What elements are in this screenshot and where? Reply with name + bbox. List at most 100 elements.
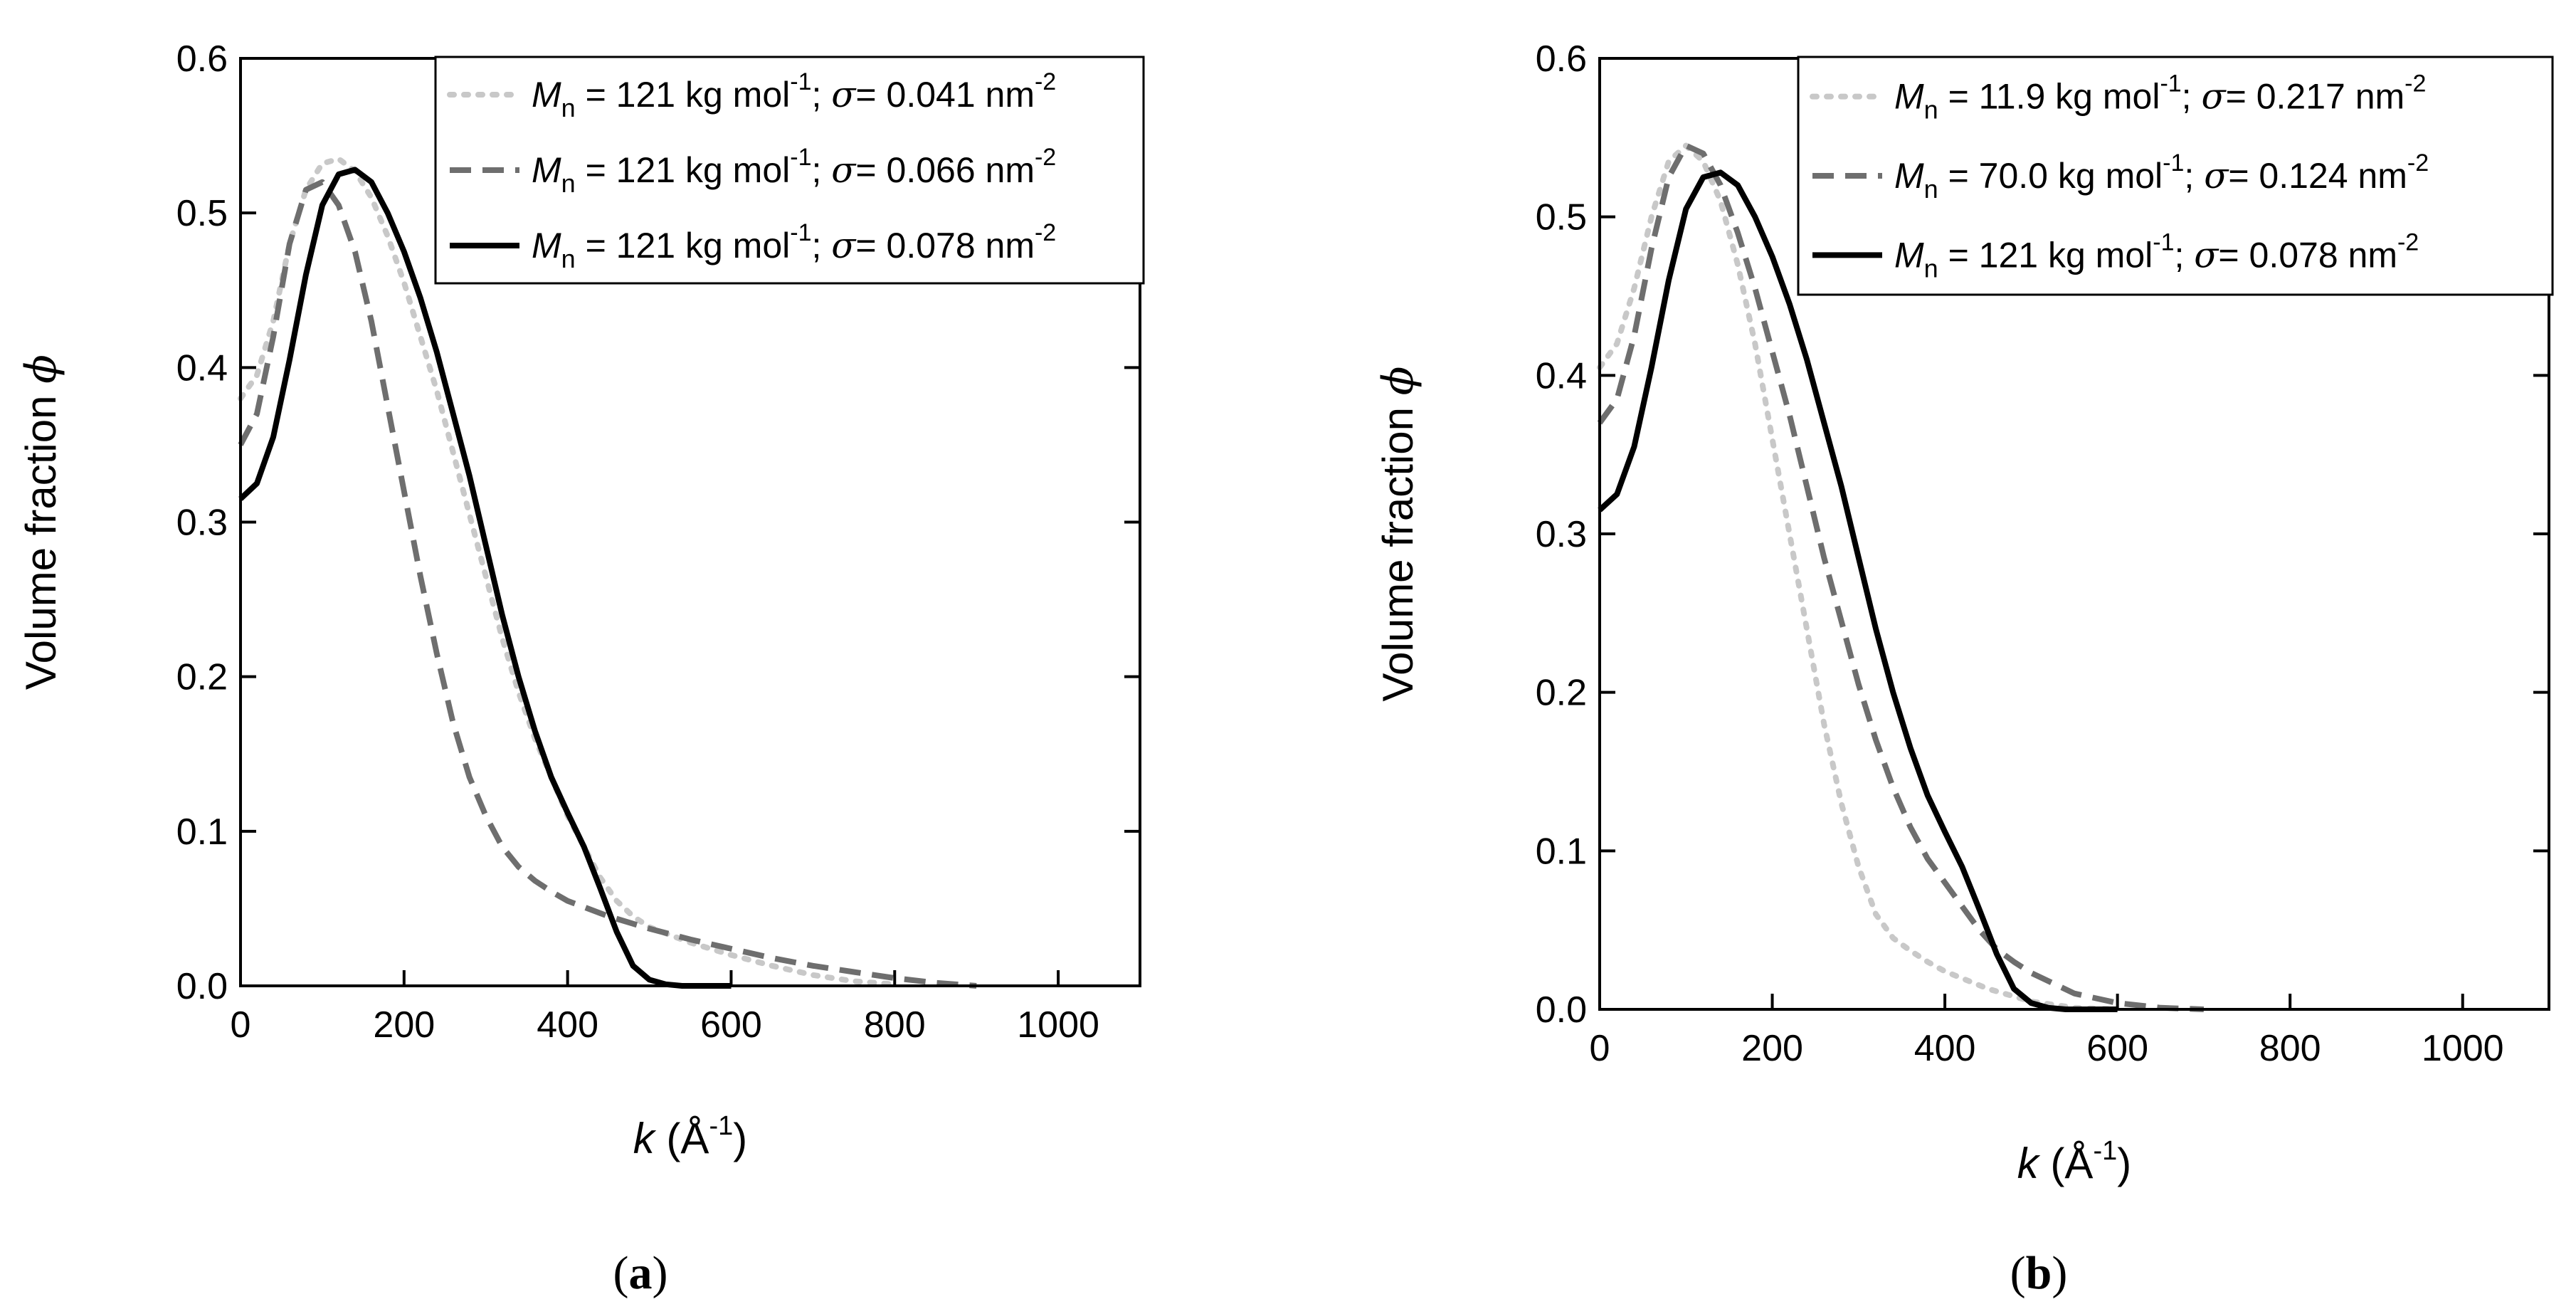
- x-tick-label-a: 200: [373, 1004, 435, 1046]
- y-tick-label-b: 0.0: [1536, 989, 1587, 1031]
- series-line-b-s3: [1598, 169, 2118, 1012]
- legend-sigma: σ: [831, 74, 857, 115]
- legend-exponent: -1: [2153, 228, 2174, 256]
- y-axis-var: ϕ: [16, 354, 66, 384]
- series-line-b-s2: [1597, 142, 2205, 1012]
- legend-exponent: -1: [790, 68, 811, 95]
- caption-close: ): [653, 1247, 668, 1299]
- legend-density: = 0.217 nm: [2226, 77, 2405, 117]
- x-axis-label-a: k (Å-1): [633, 1111, 747, 1162]
- curves-a: [238, 156, 977, 989]
- legend-exponent: -2: [2405, 70, 2426, 98]
- panel-caption-a: (a): [613, 1247, 668, 1299]
- y-axis-label-b: Volume fraction ϕ: [1373, 366, 1423, 701]
- y-tick-label-b: 0.5: [1536, 197, 1587, 238]
- legend-mass: = 70.0 kg mol: [1938, 156, 2163, 196]
- legend-var: M: [532, 75, 561, 115]
- y-tick-label-a: 0.5: [176, 193, 228, 234]
- x-tick-label-a: 400: [537, 1004, 598, 1046]
- x-axis-unit-exponent: -1: [709, 1111, 733, 1141]
- legend-label-b-s2: Mn = 70.0 kg mol-1; σ= 0.124 nm-2: [1894, 149, 2429, 204]
- legend-box-b: [1797, 56, 2554, 296]
- x-axis-unit: (Å: [2039, 1140, 2094, 1187]
- x-tick-label-b: 600: [2086, 1028, 2148, 1069]
- legend-label-a-s1: Mn = 121 kg mol-1; σ= 0.041 nm-2: [532, 68, 1056, 122]
- legend-density: = 0.124 nm: [2228, 156, 2407, 196]
- legend-box-a: [434, 56, 1145, 285]
- legend-subscript: n: [1924, 95, 1938, 125]
- legend-separator: ;: [811, 150, 831, 190]
- x-tick-label-a: 600: [700, 1004, 762, 1046]
- legend-mass: = 121 kg mol: [576, 150, 791, 190]
- x-axis-var: k: [2017, 1140, 2041, 1187]
- panel-b: 0 200 400 600 800 1000 0.0 0.1 0.2 0.3 0.4 0.5 0.6 k …: [1373, 38, 2554, 1299]
- x-axis-var: k: [633, 1115, 657, 1162]
- legend-exponent: -1: [790, 219, 811, 246]
- x-tick-label-a: 800: [864, 1004, 926, 1046]
- legend-sigma: σ: [2194, 234, 2219, 275]
- y-axis-label-a: Volume fraction ϕ: [16, 354, 66, 690]
- x-tick-label-b: 0: [1590, 1028, 1610, 1069]
- legend-a: Mn = 121 kg mol-1; σ= 0.041 nm-2Mn = 121…: [434, 56, 1145, 285]
- x-tick-label-a: 0: [231, 1004, 251, 1046]
- legend-density: = 0.066 nm: [855, 150, 1035, 190]
- legend-exponent: -1: [790, 144, 811, 171]
- x-axis-unit-exponent: -1: [2093, 1136, 2117, 1166]
- legend-exponent: -2: [1035, 68, 1056, 95]
- legend-label-b-s3: Mn = 121 kg mol-1; σ= 0.078 nm-2: [1894, 228, 2419, 283]
- legend-separator: ;: [2184, 156, 2204, 196]
- legend-density: = 0.078 nm: [855, 226, 1035, 266]
- x-tick-label-a: 1000: [1017, 1004, 1099, 1046]
- caption-letter: b: [2026, 1247, 2052, 1299]
- series-line-a-s2: [238, 179, 977, 989]
- caption-open: (: [2010, 1247, 2026, 1299]
- legend-b: Mn = 11.9 kg mol-1; σ= 0.217 nm-2Mn = 70…: [1797, 56, 2554, 296]
- y-tick-label-b: 0.2: [1536, 673, 1587, 714]
- legend-exponent: -2: [1035, 219, 1056, 246]
- legend-var: M: [1894, 77, 1924, 117]
- y-tick-label-a: 0.3: [176, 503, 228, 544]
- caption-letter: a: [629, 1247, 653, 1299]
- legend-exponent: -2: [1035, 144, 1056, 171]
- y-tick-label-a: 0.2: [176, 657, 228, 698]
- y-tick-label-b: 0.3: [1536, 514, 1587, 555]
- y-tick-label-a: 0.1: [176, 811, 228, 853]
- y-tick-label-a: 0.6: [176, 38, 228, 80]
- x-tick-label-b: 200: [1741, 1028, 1803, 1069]
- legend-separator: ;: [2182, 77, 2202, 117]
- series-line-b-s1: [1597, 142, 2121, 1012]
- y-tick-label-b: 0.6: [1536, 38, 1587, 80]
- legend-subscript: n: [1924, 253, 1938, 283]
- legend-sigma: σ: [831, 149, 857, 191]
- y-tick-label-b: 0.1: [1536, 831, 1587, 872]
- legend-density: = 0.041 nm: [855, 75, 1035, 115]
- legend-mass: = 121 kg mol: [576, 226, 791, 266]
- legend-label-a-s2: Mn = 121 kg mol-1; σ= 0.066 nm-2: [532, 144, 1056, 198]
- x-axis-unit: (Å: [655, 1115, 709, 1162]
- series-line-a-s3: [238, 167, 732, 989]
- legend-separator: ;: [811, 75, 831, 115]
- y-axis-var: ϕ: [1373, 366, 1423, 395]
- legend-var: M: [532, 150, 561, 190]
- panel-caption-b: (b): [2010, 1247, 2068, 1299]
- legend-subscript: n: [561, 169, 576, 198]
- legend-exponent: -1: [2160, 70, 2181, 98]
- legend-label-a-s3: Mn = 121 kg mol-1; σ= 0.078 nm-2: [532, 219, 1056, 273]
- legend-subscript: n: [561, 93, 576, 122]
- x-tick-label-b: 800: [2259, 1028, 2321, 1069]
- x-axis-label-b: k (Å-1): [2017, 1136, 2131, 1187]
- legend-sigma: σ: [2204, 155, 2229, 196]
- legend-mass: = 11.9 kg mol: [1938, 77, 2160, 117]
- legend-var: M: [1894, 235, 1924, 275]
- caption-open: (: [613, 1247, 629, 1299]
- legend-sigma: σ: [831, 225, 857, 266]
- legend-separator: ;: [811, 226, 831, 266]
- legend-mass: = 121 kg mol: [1938, 235, 2153, 275]
- x-tick-label-b: 400: [1914, 1028, 1976, 1069]
- legend-var: M: [532, 226, 561, 266]
- legend-separator: ;: [2174, 235, 2194, 275]
- legend-exponent: -2: [2407, 149, 2429, 177]
- caption-close: ): [2052, 1247, 2067, 1299]
- legend-density: = 0.078 nm: [2218, 235, 2397, 275]
